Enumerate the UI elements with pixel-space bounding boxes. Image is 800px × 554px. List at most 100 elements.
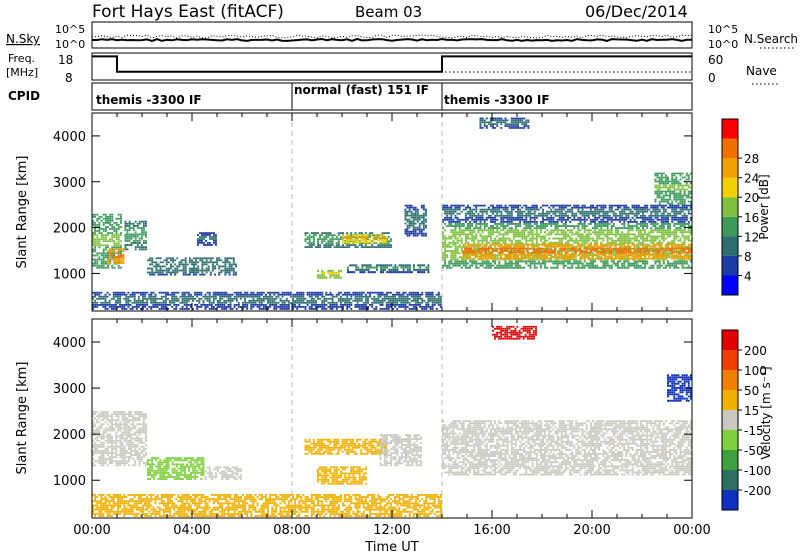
range-time-cell bbox=[335, 308, 338, 310]
range-time-cell bbox=[677, 260, 680, 263]
range-time-cell bbox=[102, 304, 105, 306]
range-time-cell bbox=[491, 249, 494, 252]
range-time-cell bbox=[214, 297, 217, 300]
range-time-cell bbox=[654, 225, 657, 227]
range-time-cell bbox=[639, 260, 642, 263]
range-time-cell bbox=[652, 266, 655, 269]
range-time-cell bbox=[111, 224, 114, 226]
range-time-cell bbox=[126, 231, 129, 234]
range-time-cell bbox=[96, 291, 99, 294]
range-time-cell bbox=[222, 265, 225, 268]
range-time-cell bbox=[617, 229, 619, 232]
range-time-cell bbox=[412, 224, 415, 227]
range-time-cell bbox=[476, 253, 479, 256]
range-time-cell bbox=[662, 227, 665, 230]
range-time-cell bbox=[201, 238, 203, 240]
range-time-cell bbox=[402, 304, 405, 306]
range-time-cell bbox=[477, 241, 480, 244]
range-time-cell bbox=[685, 237, 688, 240]
range-time-cell bbox=[673, 233, 676, 236]
range-time-cell bbox=[123, 293, 126, 296]
range-time-cell bbox=[667, 241, 669, 244]
range-time-cell bbox=[164, 301, 167, 304]
range-time-cell bbox=[113, 236, 116, 238]
range-time-cell bbox=[321, 308, 324, 310]
range-time-cell bbox=[572, 245, 575, 248]
range-time-cell bbox=[408, 208, 411, 211]
range-time-cell bbox=[358, 291, 361, 294]
range-time-cell bbox=[115, 256, 118, 258]
range-time-cell bbox=[412, 220, 415, 223]
range-time-cell bbox=[179, 308, 182, 310]
range-time-cell bbox=[344, 241, 346, 244]
range-time-cell bbox=[654, 227, 657, 230]
range-time-cell bbox=[156, 301, 159, 304]
range-time-cell bbox=[387, 236, 390, 238]
range-time-cell bbox=[650, 223, 653, 225]
range-time-cell bbox=[176, 267, 179, 270]
range-time-cell bbox=[468, 249, 471, 252]
range-time-cell bbox=[669, 223, 672, 225]
range-time-cell bbox=[581, 255, 584, 258]
range-time-cell bbox=[606, 227, 609, 230]
range-time-cell bbox=[664, 249, 667, 252]
range-time-cell bbox=[153, 261, 156, 264]
range-time-cell bbox=[348, 304, 351, 306]
range-time-cell bbox=[348, 239, 350, 242]
range-time-cell bbox=[444, 245, 447, 248]
range-time-cell bbox=[446, 214, 449, 217]
range-time-cell bbox=[525, 223, 528, 225]
range-time-cell bbox=[314, 232, 317, 234]
range-time-cell bbox=[346, 291, 349, 294]
range-time-cell bbox=[150, 293, 153, 296]
range-time-cell bbox=[610, 237, 613, 240]
range-time-cell bbox=[418, 216, 421, 219]
range-time-cell bbox=[149, 273, 152, 276]
range-time-cell bbox=[369, 236, 372, 238]
range-time-cell bbox=[623, 255, 625, 258]
range-time-cell bbox=[516, 245, 519, 248]
range-time-cell bbox=[604, 264, 607, 267]
range-time-cell bbox=[619, 237, 622, 240]
range-time-cell bbox=[187, 291, 190, 294]
range-time-cell bbox=[554, 253, 556, 256]
range-time-cell bbox=[529, 252, 532, 255]
range-time-cell bbox=[523, 260, 526, 263]
range-time-cell bbox=[418, 228, 421, 231]
range-time-cell bbox=[567, 241, 569, 244]
range-time-cell bbox=[475, 266, 478, 269]
range-time-cell bbox=[104, 254, 107, 257]
range-time-cell bbox=[614, 257, 617, 260]
range-time-cell bbox=[425, 268, 428, 271]
range-time-cell bbox=[635, 229, 638, 232]
range-time-cell bbox=[554, 260, 557, 263]
range-time-cell bbox=[529, 239, 532, 242]
range-time-cell bbox=[452, 212, 455, 215]
range-time-cell bbox=[132, 225, 135, 227]
range-time-cell bbox=[502, 235, 505, 238]
range-time-cell bbox=[214, 265, 216, 268]
range-time-cell bbox=[481, 262, 484, 265]
range-time-cell bbox=[337, 232, 340, 234]
range-time-cell bbox=[210, 301, 213, 304]
range-time-cell bbox=[94, 244, 97, 247]
range-time-cell bbox=[145, 231, 147, 234]
range-time-cell bbox=[102, 256, 105, 259]
range-time-cell bbox=[412, 297, 415, 300]
range-time-cell bbox=[180, 263, 183, 266]
range-time-cell bbox=[442, 206, 444, 209]
range-time-cell bbox=[558, 262, 561, 265]
range-time-cell bbox=[195, 261, 198, 264]
range-time-cell bbox=[219, 293, 222, 296]
range-time-cell bbox=[310, 291, 313, 294]
range-time-cell bbox=[193, 263, 195, 266]
range-time-cell bbox=[654, 237, 657, 240]
range-time-cell bbox=[389, 297, 392, 300]
range-time-cell bbox=[402, 271, 405, 274]
range-time-cell bbox=[312, 293, 315, 296]
range-time-cell bbox=[136, 239, 139, 242]
range-time-cell bbox=[92, 222, 94, 224]
range-time-cell bbox=[604, 253, 607, 256]
range-time-cell bbox=[504, 266, 507, 269]
